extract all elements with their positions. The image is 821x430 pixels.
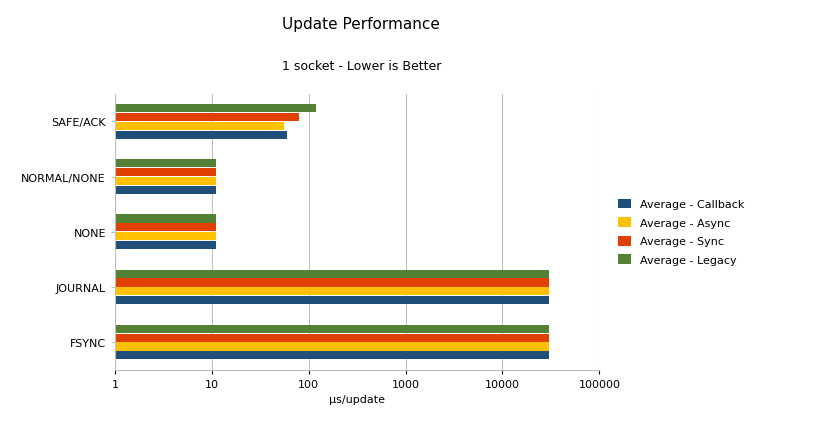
Bar bbox=[0, 279, 548, 287]
Bar bbox=[0, 224, 216, 232]
Bar bbox=[0, 325, 548, 333]
Bar bbox=[0, 270, 548, 278]
Bar bbox=[0, 241, 216, 249]
Legend: Average - Callback, Average - Async, Average - Sync, Average - Legacy: Average - Callback, Average - Async, Ave… bbox=[615, 196, 748, 269]
Bar bbox=[0, 123, 283, 131]
Bar bbox=[0, 114, 300, 122]
Bar bbox=[0, 351, 548, 359]
Bar bbox=[0, 215, 216, 223]
Bar bbox=[0, 343, 548, 351]
Bar bbox=[0, 288, 548, 296]
Bar bbox=[0, 160, 216, 168]
Text: 1 socket - Lower is Better: 1 socket - Lower is Better bbox=[282, 60, 441, 73]
Bar bbox=[0, 178, 216, 186]
X-axis label: μs/update: μs/update bbox=[329, 394, 385, 404]
Bar bbox=[0, 131, 287, 139]
Bar bbox=[0, 296, 548, 304]
Text: Update Performance: Update Performance bbox=[282, 17, 440, 32]
Bar bbox=[0, 105, 316, 113]
Bar bbox=[0, 186, 216, 194]
Bar bbox=[0, 169, 216, 177]
Bar bbox=[0, 334, 548, 342]
Bar bbox=[0, 233, 216, 241]
